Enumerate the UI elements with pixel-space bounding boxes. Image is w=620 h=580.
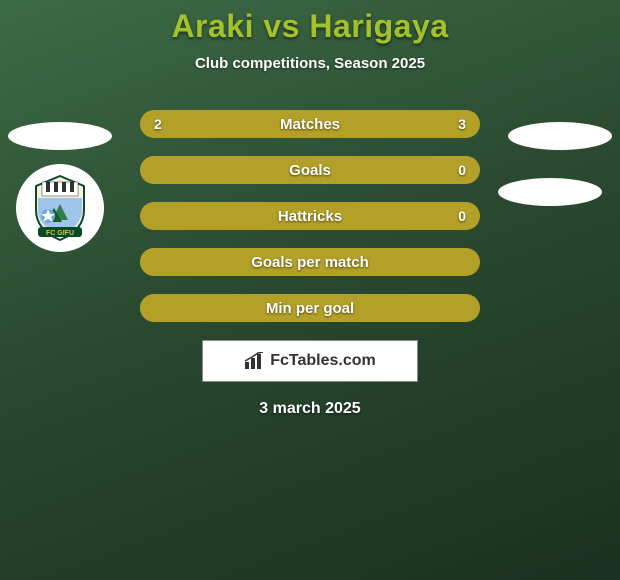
stat-label: Goals <box>140 156 480 184</box>
brand-badge: FcTables.com <box>202 340 418 382</box>
stat-row: Hattricks0 <box>140 202 480 230</box>
team-crest-left: FC GIFU <box>16 164 104 252</box>
stat-label: Matches <box>140 110 480 138</box>
bars-icon <box>244 352 266 370</box>
stat-row: Goals0 <box>140 156 480 184</box>
page-subtitle: Club competitions, Season 2025 <box>0 55 620 72</box>
footer-date: 3 march 2025 <box>0 400 620 418</box>
brand-text: FcTables.com <box>270 352 376 370</box>
stat-label: Hattricks <box>140 202 480 230</box>
stat-value-right: 0 <box>458 202 466 230</box>
stat-value-left: 2 <box>154 110 162 138</box>
stat-row: Min per goal <box>140 294 480 322</box>
stats-bars: Matches23Goals0Hattricks0Goals per match… <box>140 110 480 322</box>
crest-text: FC GIFU <box>46 230 74 237</box>
stat-label: Goals per match <box>140 248 480 276</box>
player-ellipse-right-2 <box>498 178 602 206</box>
page-title: Araki vs Harigaya <box>0 8 620 45</box>
stat-label: Min per goal <box>140 294 480 322</box>
player-ellipse-left <box>8 122 112 150</box>
stat-value-right: 3 <box>458 110 466 138</box>
stat-row: Goals per match <box>140 248 480 276</box>
crest-icon: FC GIFU <box>24 172 96 244</box>
comparison-card: Araki vs Harigaya Club competitions, Sea… <box>0 0 620 580</box>
stat-value-right: 0 <box>458 156 466 184</box>
player-ellipse-right-1 <box>508 122 612 150</box>
left-team-badges: FC GIFU <box>8 122 112 252</box>
stat-row: Matches2 3 <box>140 110 480 138</box>
